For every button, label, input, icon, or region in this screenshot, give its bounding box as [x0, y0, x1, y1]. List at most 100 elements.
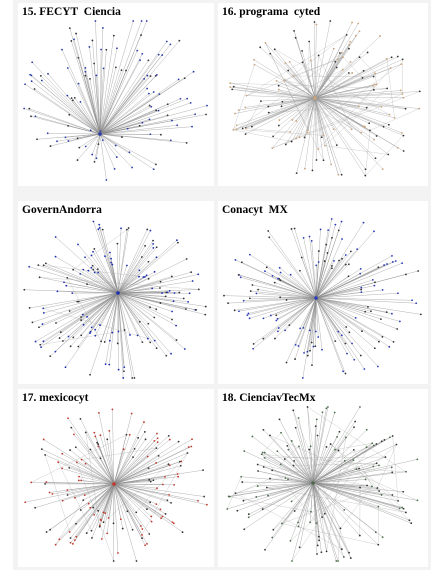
graph-node — [343, 459, 346, 462]
graph-node — [205, 503, 208, 506]
graph-edge — [113, 469, 204, 485]
graph-node — [268, 236, 271, 239]
graph-node — [153, 270, 156, 273]
graph-edge — [117, 281, 161, 294]
graph-node — [176, 473, 179, 475]
graph-node — [204, 305, 207, 308]
graph-node — [366, 51, 369, 54]
graph-node — [265, 486, 268, 489]
graph-edge — [312, 97, 316, 171]
graph-node — [161, 54, 164, 56]
graph-node — [368, 122, 371, 125]
graph-edge — [99, 114, 196, 135]
graph-edge — [312, 482, 404, 509]
graph-node — [65, 284, 68, 287]
graph-node — [167, 434, 170, 437]
graph-node — [340, 334, 343, 337]
graph-edge — [113, 483, 175, 486]
graph-node — [244, 133, 247, 135]
graph-edge — [314, 97, 332, 165]
graph-node — [69, 345, 72, 348]
graph-node — [42, 438, 45, 441]
graph-node — [67, 140, 70, 142]
graph-node — [278, 266, 281, 269]
graph-edge-secondary — [330, 443, 410, 521]
graph-edge — [50, 483, 115, 530]
graph-node — [61, 48, 63, 51]
graph-edge — [263, 297, 317, 319]
graph-node — [323, 260, 326, 262]
graph-node — [339, 52, 341, 54]
graph-node — [114, 66, 117, 69]
graph-node — [144, 438, 147, 441]
graph-node — [155, 462, 158, 464]
graph-node — [402, 150, 405, 152]
graph-edge — [99, 54, 163, 135]
graph-node — [252, 347, 255, 350]
graph-node — [315, 418, 318, 421]
graph-edge — [291, 482, 314, 502]
graph-node — [112, 522, 115, 525]
graph-node — [126, 510, 129, 513]
graph-node — [41, 323, 44, 326]
graph-node — [67, 417, 69, 420]
graph-node — [377, 543, 380, 546]
graph-edge — [99, 50, 138, 135]
graph-edge — [312, 482, 325, 514]
graph-edge — [100, 435, 115, 485]
graph-node — [151, 287, 154, 290]
graph-node — [361, 76, 364, 79]
graph-node — [269, 434, 271, 437]
graph-node — [236, 509, 239, 512]
graph-edge — [279, 267, 317, 299]
graph-edge — [312, 482, 337, 562]
graph-edge — [113, 483, 157, 489]
graph-node — [340, 173, 343, 176]
graph-node — [91, 264, 94, 267]
graph-node — [276, 450, 279, 453]
graph-node — [345, 436, 347, 439]
graph-node — [267, 494, 269, 497]
graph-edge — [243, 297, 317, 301]
graph-edge — [315, 297, 390, 348]
graph-node — [156, 487, 158, 490]
graph-node — [262, 466, 265, 468]
graph-node — [379, 318, 382, 321]
graph-node — [161, 292, 163, 295]
graph-node — [141, 528, 144, 530]
graph-edge — [273, 482, 314, 530]
graph-node — [149, 480, 152, 483]
graph-edge — [268, 230, 317, 299]
graph-edge — [249, 297, 317, 319]
graph-edge — [117, 228, 122, 294]
graph-edge-secondary — [43, 265, 145, 278]
graph-node — [69, 449, 71, 451]
graph-node — [56, 290, 59, 293]
graph-node — [381, 289, 384, 291]
graph-node — [338, 430, 341, 433]
graph-edge — [61, 49, 101, 135]
graph-edge — [80, 101, 101, 135]
graph-edge — [256, 482, 314, 498]
graph-node — [33, 88, 36, 90]
graph-edge — [94, 248, 119, 294]
graph-node — [311, 364, 313, 367]
graph-edge — [272, 482, 314, 538]
graph-edge — [99, 79, 179, 135]
graph-node — [292, 409, 295, 412]
graph-edge — [307, 97, 316, 131]
panel-title: 17. mexicocyt — [22, 392, 89, 404]
graph-node — [147, 92, 150, 95]
graph-node — [244, 106, 247, 109]
node-group — [24, 408, 208, 562]
graph-node — [30, 115, 32, 118]
graph-node — [106, 532, 109, 535]
graph-node — [49, 355, 52, 358]
graph-node — [264, 270, 266, 273]
graph-node — [322, 134, 325, 137]
graph-node — [291, 119, 294, 121]
graph-node — [170, 352, 172, 355]
graph-edge — [113, 438, 158, 485]
graph-node — [77, 82, 80, 85]
graph-edge — [117, 280, 193, 294]
